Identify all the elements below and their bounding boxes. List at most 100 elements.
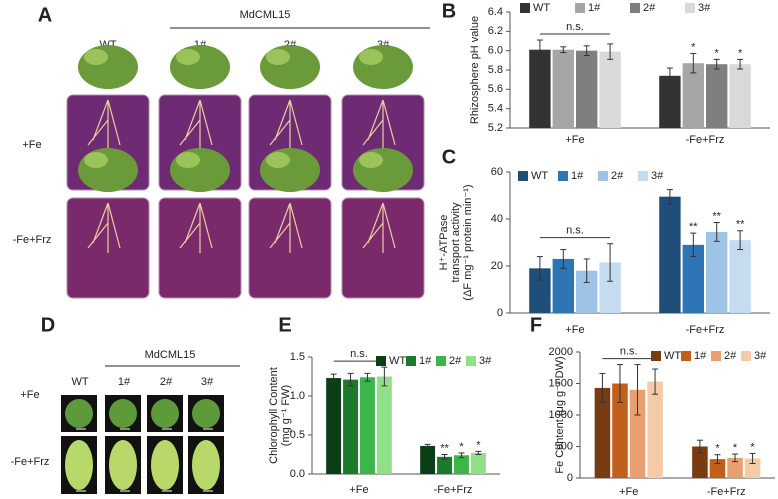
- column-label: 1#: [118, 376, 131, 388]
- panel-letter: D: [41, 314, 55, 336]
- y-tick-label: 6.0: [488, 45, 503, 57]
- y-tick-label: 5.2: [488, 122, 503, 134]
- leaf: [65, 440, 93, 490]
- legend-swatch: [575, 3, 585, 13]
- legend-swatch: [630, 3, 640, 13]
- error-bar: [441, 454, 448, 460]
- bar: [552, 258, 574, 313]
- error-bar: [666, 67, 673, 85]
- shoot-photo: [260, 45, 320, 89]
- error-bar: [583, 45, 590, 56]
- significance-label: *: [476, 439, 481, 451]
- legend-swatch: [711, 351, 721, 361]
- bar: [576, 50, 598, 128]
- y-tick-label: 5.8: [488, 64, 503, 76]
- shoot-photo: [359, 152, 383, 168]
- significance-label: *: [691, 41, 696, 53]
- error-bar: [749, 452, 756, 465]
- error-bar: [690, 53, 697, 74]
- bar: [420, 445, 436, 474]
- roots: [87, 202, 121, 253]
- error-bar: [652, 368, 659, 395]
- bar: [729, 240, 751, 313]
- panel-letter: E: [278, 314, 291, 336]
- legend-label: 2#: [449, 355, 462, 367]
- legend-swatch: [518, 171, 528, 181]
- legend-label: WT: [531, 170, 548, 182]
- error-bar: [666, 189, 673, 205]
- group-label: MdCML15: [240, 9, 291, 21]
- shoot-photo: [353, 148, 413, 192]
- bar: [552, 49, 574, 129]
- x-tick-label: -Fe+Frz: [686, 134, 725, 146]
- y-tick-label: 1.0: [290, 390, 305, 402]
- legend-swatch: [520, 3, 530, 13]
- shoot-photo: [170, 45, 230, 89]
- annotation: n.s.: [566, 21, 584, 33]
- bar: [629, 389, 646, 478]
- leaf: [109, 399, 137, 428]
- bar: [692, 446, 708, 478]
- y-tick-label: 1500: [549, 377, 573, 389]
- error-bar: [616, 364, 623, 403]
- significance-label: **: [440, 442, 449, 454]
- panel-letter: A: [38, 4, 52, 26]
- bar: [437, 456, 452, 474]
- column-label: 3#: [201, 376, 214, 388]
- leaf: [192, 440, 220, 490]
- error-bar: [424, 443, 431, 448]
- bar: [709, 459, 726, 478]
- y-tick-label: 1000: [549, 409, 573, 421]
- leaf: [65, 399, 93, 428]
- roots: [362, 99, 396, 150]
- error-bar: [737, 230, 744, 251]
- error-bar: [536, 256, 543, 281]
- legend-swatch: [651, 351, 661, 361]
- y-axis-label: Chlorophyll Content: [268, 367, 280, 464]
- error-bar: [330, 373, 337, 383]
- column-label: WT: [71, 376, 88, 388]
- bar: [599, 51, 621, 129]
- error-bar: [696, 439, 703, 454]
- bar: [659, 196, 681, 313]
- shoot-photo: [260, 148, 320, 192]
- y-tick-label: 40: [491, 213, 503, 225]
- error-bar: [713, 58, 720, 70]
- error-bar: [583, 258, 590, 283]
- legend-swatch: [741, 351, 751, 361]
- error-bar: [381, 366, 388, 387]
- roots: [179, 202, 213, 253]
- y-axis-label: (mg g⁻¹ FW): [280, 385, 292, 446]
- legend-swatch: [466, 356, 476, 366]
- bar: [376, 376, 392, 474]
- shoot-photo: [266, 152, 290, 168]
- bar: [647, 381, 663, 478]
- error-bar: [475, 450, 482, 455]
- significance-label: *: [750, 441, 755, 453]
- shoot-photo: [176, 152, 200, 168]
- y-axis-label: transport activity: [450, 202, 462, 283]
- x-tick-label: +Fe: [565, 134, 584, 146]
- legend-label: 3#: [754, 350, 767, 362]
- significance-label: **: [736, 219, 745, 231]
- bar: [612, 383, 628, 478]
- roots: [269, 99, 303, 150]
- error-bar: [737, 58, 744, 70]
- bar: [343, 379, 358, 474]
- error-bar: [560, 46, 567, 54]
- row-label: -Fe+Frz: [11, 456, 50, 468]
- y-tick-label: 6.4: [488, 6, 503, 18]
- significance-label: *: [715, 47, 720, 59]
- significance-label: *: [738, 47, 743, 59]
- legend-label: 1#: [571, 170, 584, 182]
- significance-label: **: [712, 210, 721, 222]
- x-tick-label: -Fe+Frz: [434, 484, 473, 496]
- y-tick-label: 1.5: [290, 351, 305, 363]
- x-tick-label: +Fe: [619, 486, 638, 498]
- legend-label: WT: [664, 350, 681, 362]
- y-tick-label: 5.4: [488, 103, 503, 115]
- y-tick-label: 6.2: [488, 25, 503, 37]
- x-tick-label: +Fe: [565, 324, 584, 336]
- legend-swatch: [558, 171, 568, 181]
